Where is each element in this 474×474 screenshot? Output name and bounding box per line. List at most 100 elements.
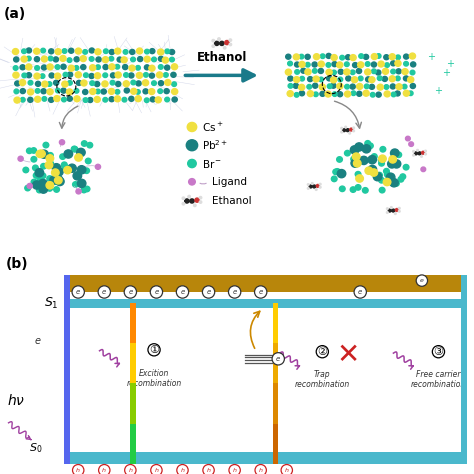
Circle shape (68, 164, 76, 173)
Text: Ethanol: Ethanol (197, 51, 247, 64)
Circle shape (123, 64, 128, 70)
Circle shape (150, 286, 163, 298)
Circle shape (158, 49, 164, 55)
Circle shape (59, 140, 64, 145)
Circle shape (378, 157, 384, 163)
Circle shape (377, 84, 383, 90)
Text: e: e (76, 289, 80, 295)
Circle shape (299, 62, 305, 67)
Circle shape (346, 76, 351, 81)
Circle shape (49, 73, 55, 78)
Circle shape (177, 465, 188, 474)
Circle shape (27, 148, 32, 154)
Circle shape (212, 39, 215, 42)
Circle shape (84, 168, 90, 173)
Circle shape (386, 211, 388, 213)
Circle shape (35, 66, 39, 70)
Circle shape (186, 140, 198, 151)
Circle shape (229, 43, 232, 46)
Circle shape (67, 81, 72, 85)
Circle shape (345, 150, 350, 156)
Circle shape (76, 81, 82, 85)
Circle shape (308, 77, 313, 82)
Circle shape (408, 77, 414, 82)
Circle shape (395, 209, 399, 211)
Text: h: h (155, 468, 158, 473)
Circle shape (49, 49, 54, 54)
Circle shape (40, 74, 45, 78)
Text: e: e (420, 278, 424, 283)
Circle shape (83, 98, 88, 102)
Circle shape (75, 72, 82, 78)
Circle shape (358, 76, 363, 81)
Circle shape (80, 55, 86, 62)
Circle shape (35, 89, 40, 93)
Circle shape (27, 183, 32, 189)
Circle shape (345, 84, 349, 89)
Circle shape (328, 84, 332, 89)
Circle shape (378, 61, 384, 67)
Circle shape (392, 209, 395, 212)
Circle shape (135, 96, 141, 101)
Circle shape (313, 185, 316, 188)
Circle shape (144, 73, 148, 77)
Circle shape (341, 128, 343, 129)
Circle shape (89, 57, 94, 61)
Circle shape (55, 73, 61, 79)
Circle shape (145, 98, 149, 102)
Circle shape (379, 187, 385, 193)
Circle shape (368, 155, 376, 164)
Text: ②: ② (317, 346, 328, 357)
Circle shape (149, 73, 155, 78)
Circle shape (31, 156, 36, 162)
Circle shape (350, 84, 356, 89)
Circle shape (351, 91, 356, 95)
Circle shape (109, 49, 114, 55)
Circle shape (55, 168, 63, 176)
Circle shape (36, 150, 44, 157)
Circle shape (229, 465, 240, 474)
Circle shape (285, 69, 292, 75)
Circle shape (124, 286, 137, 298)
Circle shape (143, 80, 149, 86)
Circle shape (40, 173, 46, 179)
Circle shape (405, 136, 410, 141)
Circle shape (330, 77, 337, 83)
Circle shape (367, 143, 373, 148)
Text: +: + (442, 68, 449, 78)
Circle shape (41, 65, 46, 70)
Circle shape (19, 80, 26, 85)
Circle shape (326, 54, 331, 58)
Circle shape (164, 89, 169, 94)
Circle shape (77, 179, 86, 188)
Circle shape (27, 56, 31, 61)
Circle shape (162, 57, 168, 63)
Circle shape (287, 91, 293, 97)
Circle shape (136, 90, 140, 94)
Circle shape (377, 76, 382, 81)
Circle shape (403, 90, 410, 96)
Circle shape (172, 64, 178, 70)
Text: e: e (35, 336, 41, 346)
Circle shape (158, 64, 163, 69)
Circle shape (399, 210, 400, 212)
Circle shape (365, 84, 369, 89)
Circle shape (72, 286, 84, 298)
Circle shape (46, 155, 54, 162)
Circle shape (358, 62, 364, 68)
Text: Cs$^+$: Cs$^+$ (202, 120, 224, 134)
Circle shape (369, 77, 375, 82)
Circle shape (362, 145, 371, 153)
Circle shape (26, 73, 31, 78)
Circle shape (90, 65, 96, 71)
Circle shape (27, 89, 34, 95)
Circle shape (312, 62, 317, 67)
Circle shape (33, 173, 39, 178)
Circle shape (313, 54, 319, 60)
Circle shape (338, 77, 343, 82)
Circle shape (417, 149, 419, 151)
Circle shape (293, 54, 300, 60)
Circle shape (225, 40, 229, 45)
Circle shape (359, 156, 368, 164)
Circle shape (13, 66, 18, 70)
